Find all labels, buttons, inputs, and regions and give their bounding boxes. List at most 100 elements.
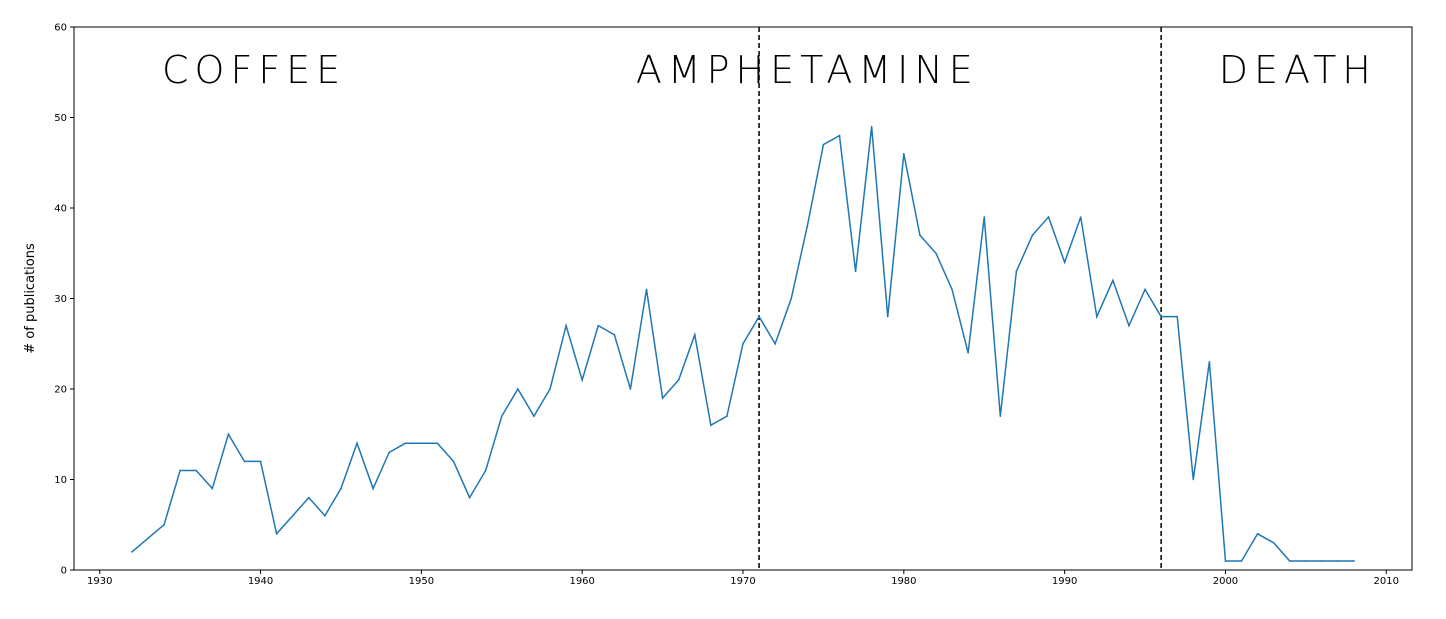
data-point	[1224, 560, 1227, 562]
data-point	[1176, 315, 1179, 318]
data-point	[372, 487, 374, 490]
x-tick-label: 1990	[1052, 576, 1077, 587]
data-point	[1095, 315, 1098, 318]
data-point	[935, 252, 937, 255]
y-tick-label: 40	[54, 204, 67, 215]
x-tick-label: 1940	[248, 576, 273, 587]
y-tick-label: 10	[54, 475, 67, 486]
x-tick-label: 1980	[891, 576, 916, 587]
y-tick-label: 20	[54, 385, 67, 396]
data-point	[983, 216, 986, 218]
era-dividers	[758, 27, 1162, 570]
data-point	[356, 442, 358, 445]
data-point	[951, 288, 953, 291]
data-point	[1144, 288, 1146, 291]
data-point	[677, 379, 680, 381]
y-axis-label: # of publications	[23, 243, 38, 354]
axis-ticks: 1930 1940 1950 1960 1970 1980 1990 2000 2010 0 10 2…	[54, 23, 1399, 588]
data-point	[388, 451, 391, 454]
data-point	[436, 442, 439, 445]
data-point	[1256, 533, 1259, 535]
data-point	[1305, 560, 1307, 562]
y-tick-label: 50	[54, 113, 67, 124]
data-point	[291, 514, 294, 517]
data-point	[211, 487, 214, 490]
data-point	[324, 514, 326, 517]
data-point	[919, 234, 921, 236]
data-point	[854, 270, 857, 273]
data-point	[613, 333, 616, 336]
series-points	[131, 125, 1355, 562]
data-point	[838, 134, 841, 137]
data-point	[774, 342, 776, 345]
data-point	[227, 433, 230, 436]
data-point	[1015, 270, 1018, 273]
era-labels: COFFEE AMPHETAMINE DEATH	[162, 48, 1371, 92]
data-point	[533, 415, 535, 417]
data-point	[1160, 315, 1162, 318]
data-point	[307, 496, 310, 499]
era-label-amphetamine: AMPHETAMINE	[636, 48, 979, 92]
data-point	[484, 469, 487, 472]
x-tick-label: 1960	[569, 576, 594, 587]
data-point	[581, 379, 583, 381]
data-point	[468, 496, 471, 499]
data-point	[1208, 361, 1211, 363]
data-point	[500, 415, 503, 417]
data-point	[179, 469, 181, 472]
data-point	[163, 523, 165, 526]
data-point	[340, 487, 342, 490]
data-point	[1288, 560, 1291, 562]
data-point	[967, 352, 969, 354]
data-point	[275, 533, 278, 535]
data-point	[1240, 560, 1243, 562]
data-point	[195, 469, 198, 472]
data-point	[822, 143, 825, 146]
x-tick-label: 1930	[87, 576, 112, 587]
data-point	[999, 415, 1002, 417]
data-point	[1031, 234, 1034, 236]
x-tick-label: 2010	[1374, 576, 1399, 587]
y-tick-label: 0	[61, 566, 67, 577]
data-point	[661, 397, 664, 399]
data-point	[1128, 324, 1130, 327]
data-point	[452, 460, 455, 463]
data-point	[645, 288, 648, 291]
data-point	[742, 342, 744, 345]
data-point	[806, 225, 809, 227]
data-point	[259, 460, 262, 463]
data-point	[517, 388, 519, 390]
data-point	[1337, 560, 1339, 562]
data-point	[549, 388, 551, 390]
data-point	[693, 333, 696, 336]
x-tick-label: 2000	[1213, 576, 1238, 587]
data-point	[420, 442, 423, 445]
y-tick-label: 60	[54, 23, 67, 34]
data-point	[726, 415, 728, 417]
data-point	[870, 125, 873, 128]
data-point	[790, 297, 793, 300]
data-point	[131, 551, 133, 553]
data-point	[1112, 279, 1114, 282]
data-point	[1079, 216, 1082, 218]
y-tick-label: 30	[54, 294, 67, 305]
data-point	[1063, 261, 1066, 264]
data-point	[886, 315, 889, 318]
data-point	[1047, 216, 1050, 218]
data-point	[565, 324, 567, 327]
data-point	[1353, 560, 1355, 562]
data-point	[710, 424, 712, 427]
data-point	[1321, 560, 1323, 562]
data-point	[903, 152, 905, 155]
plot-area-frame	[73, 26, 1413, 571]
data-point	[1272, 542, 1275, 544]
x-tick-label: 1950	[409, 576, 434, 587]
data-point	[597, 324, 600, 327]
x-tick-label: 1970	[730, 576, 755, 587]
data-point	[1192, 478, 1195, 481]
data-point	[243, 460, 246, 463]
data-point	[404, 442, 407, 445]
data-point	[629, 388, 632, 390]
series-line	[131, 126, 1355, 562]
